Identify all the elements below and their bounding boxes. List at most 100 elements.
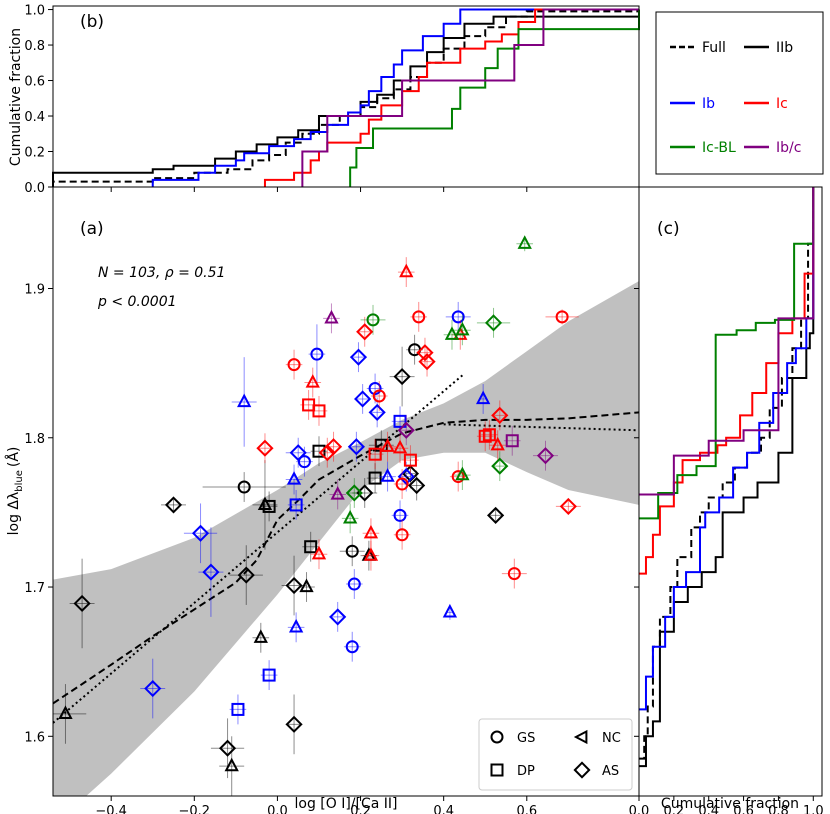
legend-label: Ic [776, 96, 788, 112]
scatter-point [501, 558, 527, 589]
legend-marker-diamond [573, 761, 591, 779]
scatter-point [229, 545, 263, 605]
stats-line-1: N = 103, ρ = 0.51 [98, 265, 225, 281]
marker-square [262, 668, 276, 682]
scatter-point [260, 660, 278, 691]
scatter-point [285, 349, 303, 380]
scatter-point [366, 439, 384, 470]
marker-legend-label: NC [602, 731, 621, 746]
marker-diamond [491, 457, 509, 475]
scatter-point [545, 309, 579, 325]
panel-b-lines [52, 8, 640, 187]
scatter-point [198, 527, 224, 617]
marker-triangle [58, 705, 73, 720]
marker-triangle [253, 629, 268, 643]
scatter-point [285, 464, 303, 495]
scatter-point [302, 531, 319, 562]
x-tick-label: 1.0 [803, 804, 824, 814]
marker-legend-item: GS [490, 730, 535, 746]
y-tick-label: 1.6 [24, 730, 45, 745]
marker-triangle [237, 393, 252, 408]
scatter-point [360, 304, 386, 335]
scatter-point [379, 461, 396, 492]
marker-diamond [559, 497, 577, 515]
panel-a-label: (a) [80, 219, 104, 239]
marker-legend-label: AS [602, 764, 619, 779]
scatter-point [140, 658, 166, 719]
scatter-point [323, 303, 340, 334]
scatter-point [368, 397, 386, 428]
y-tick-label: 1.9 [24, 283, 45, 298]
legend-entry: IIb [744, 40, 793, 56]
scatter-point [349, 342, 368, 373]
scatter-point [202, 472, 286, 502]
marker-diamond [354, 390, 372, 408]
scatter-point [252, 460, 278, 550]
marker-legend-label: DP [517, 764, 535, 779]
y-tick-label: 0.6 [24, 75, 45, 90]
legend-entry: Ic-BL [670, 140, 736, 156]
cdf-line-ib [151, 8, 639, 187]
marker-diamond [202, 563, 220, 581]
marker-square [368, 447, 382, 461]
scatter-point [389, 346, 415, 407]
y-tick-label: 0.8 [24, 39, 45, 54]
marker-circle [345, 544, 359, 558]
marker-diamond [397, 421, 415, 439]
marker-square [304, 540, 318, 554]
marker-triangle [342, 509, 358, 524]
legend-label: Ib [702, 96, 715, 112]
marker-square [482, 428, 496, 442]
scatter-point [442, 603, 458, 620]
scatter-point [454, 315, 471, 346]
scatter-point [416, 337, 434, 368]
marker-triangle [330, 486, 345, 500]
marker-legend-item: NC [573, 729, 621, 746]
marker-diamond [408, 476, 426, 495]
scatter-point [391, 433, 409, 464]
scatter-point [362, 540, 380, 571]
marker-circle [395, 528, 409, 542]
scatter-point [356, 316, 374, 347]
scatter-point [287, 612, 305, 643]
marker-triangle [455, 466, 470, 481]
marker-legend-label: GS [517, 731, 535, 746]
marker-legend-items: GS DP NC AS [490, 729, 621, 779]
x-tick-label: 0.6 [516, 804, 537, 814]
scatter-point [341, 503, 359, 534]
panel-b-ylabel: Cumulative fraction [8, 28, 24, 166]
x-tick-label: 0.8 [768, 804, 789, 814]
y-tick-label: 0.4 [24, 110, 45, 125]
marker-square [231, 702, 245, 716]
scatter-point [285, 694, 303, 755]
scatter-point [339, 536, 365, 567]
panel-a-scatter: (a) N = 103, ρ = 0.51 p < 0.0001 −0.4 −0.… [5, 186, 640, 814]
panel-b-cumulative-top: (b) Cumulative fraction 0.0 0.2 0.4 0.6 0.8 1… [8, 4, 640, 196]
panel-c-frame [638, 186, 823, 797]
marker-diamond [237, 566, 255, 584]
marker-diamond [218, 739, 237, 757]
panel-c-xticks: 0.0 0.2 0.4 0.6 0.8 1.0 [629, 288, 824, 814]
scatter-point [391, 500, 409, 531]
scatter-point [329, 601, 347, 632]
marker-diamond [164, 496, 183, 514]
legend-marker-square [490, 763, 504, 777]
cdf-line-ic [263, 8, 639, 187]
scatter-point [308, 324, 326, 385]
scatter-point [370, 381, 388, 411]
panel-a-xlabel: log [O I]/[Ca II] [294, 796, 397, 812]
scatter-point [410, 301, 428, 332]
scatter-point [329, 479, 346, 510]
marker-diamond [368, 403, 386, 421]
scatter-point [393, 469, 411, 499]
marker-diamond [418, 353, 436, 371]
ylabel-sub: blue [14, 470, 25, 492]
marker-legend-frame [478, 718, 633, 791]
cdf-line-iib [639, 187, 815, 768]
scatter-point [296, 446, 313, 477]
marker-circle [310, 347, 324, 361]
marker-legend: GS DP NC AS [478, 718, 633, 791]
scatter-point [476, 421, 494, 452]
legend-label: IIb [776, 40, 793, 56]
